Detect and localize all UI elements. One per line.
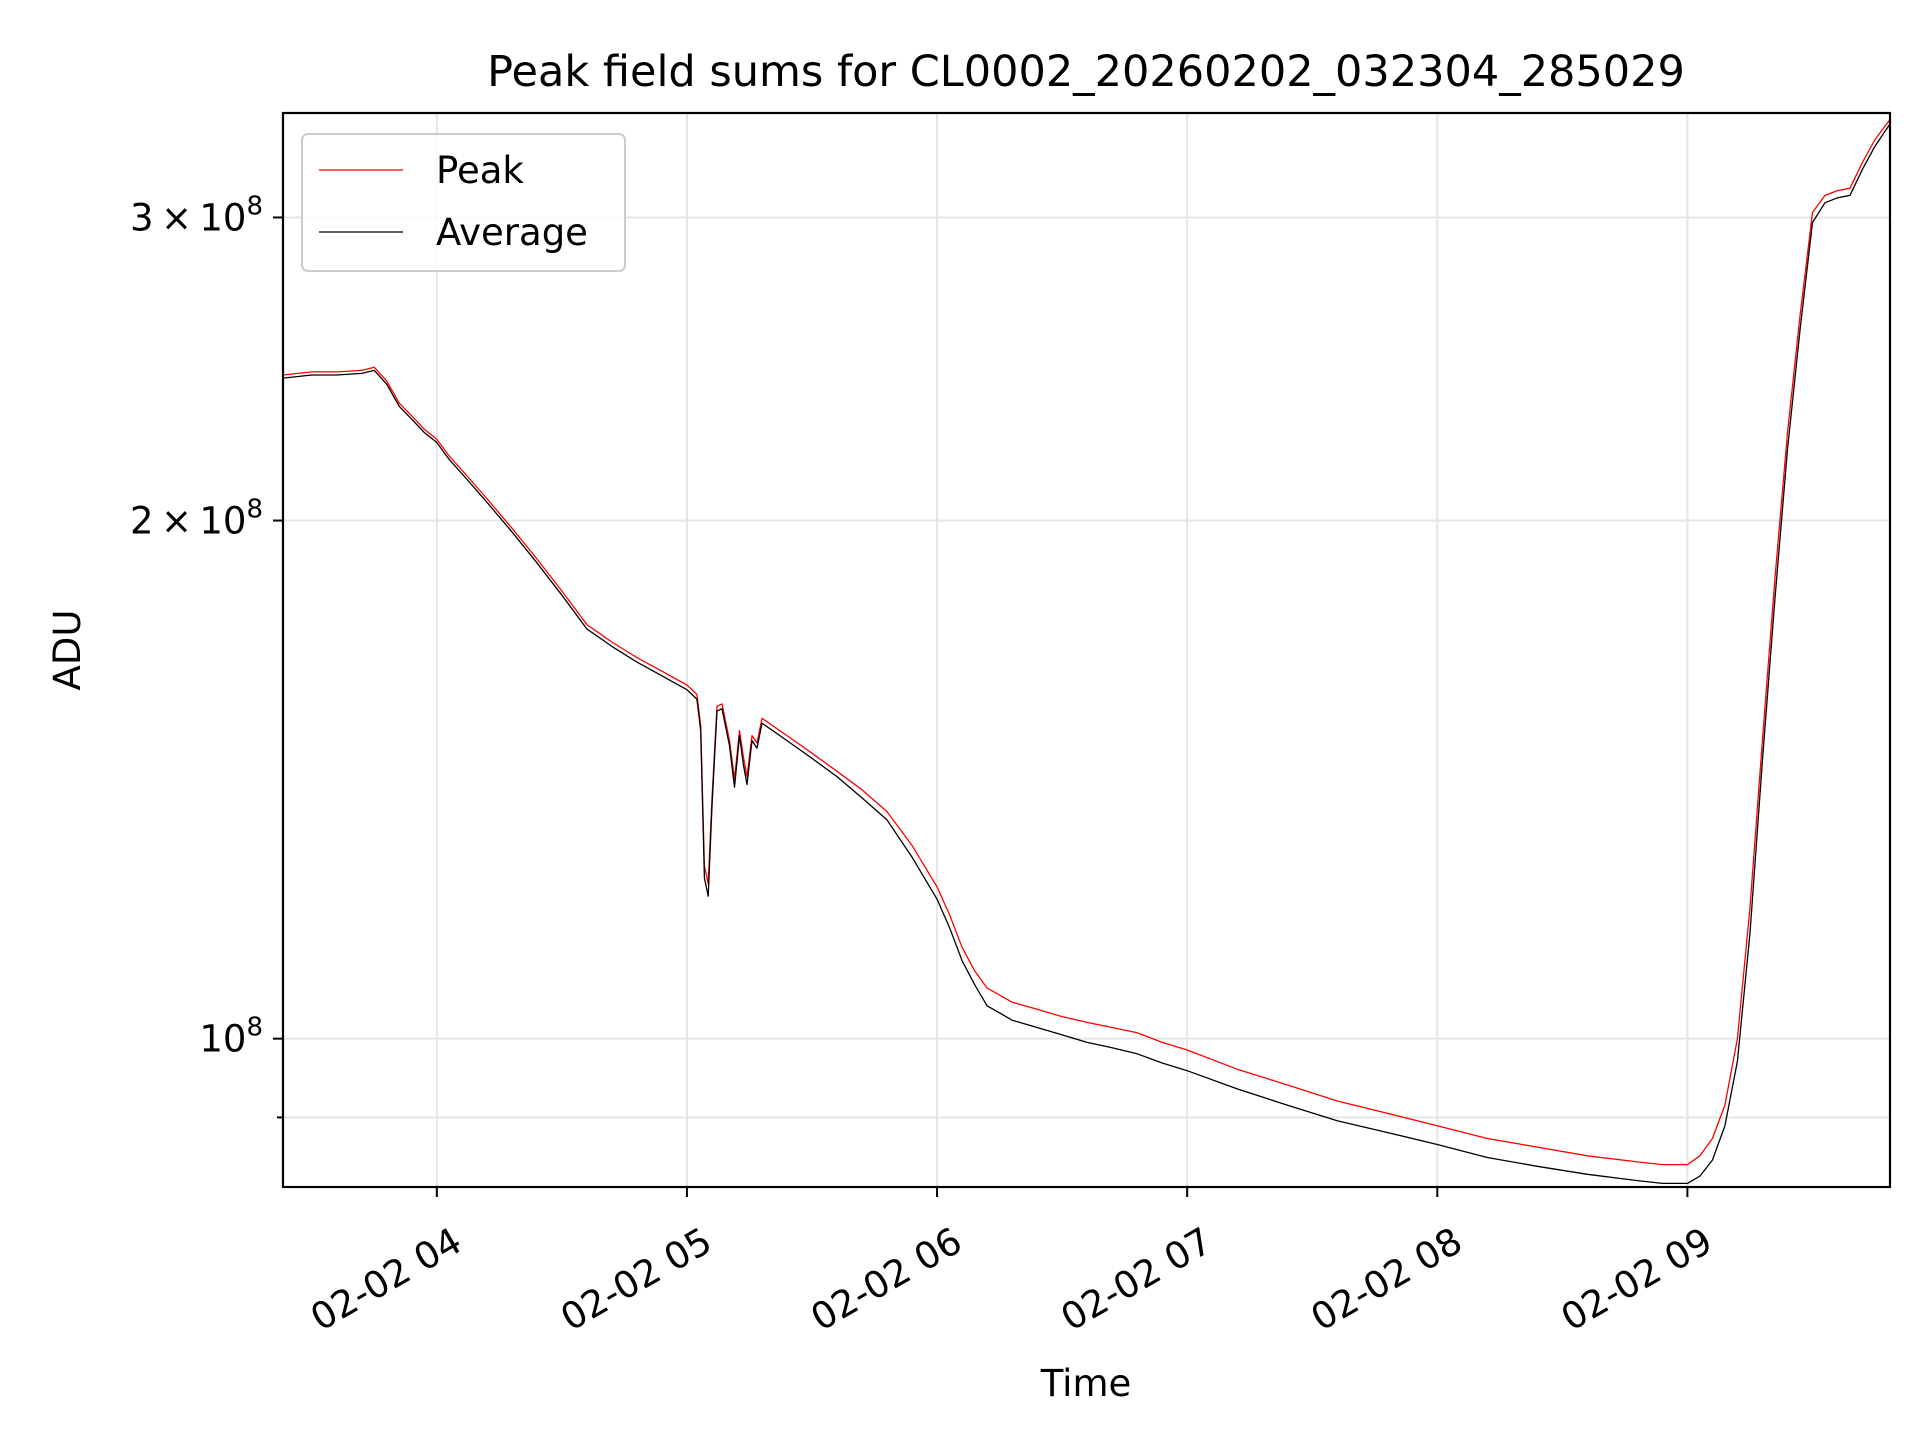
chart-title: Peak field sums for CL0002_20260202_0323… — [487, 47, 1685, 97]
legend: Peak Average — [301, 133, 626, 272]
plot-area — [283, 113, 1890, 1187]
y-tick-label: 108 — [199, 1013, 263, 1061]
axes-frame — [281, 111, 1892, 1189]
legend-label-average: Average — [436, 211, 588, 254]
y-tick-label: 2 × 108 — [130, 495, 263, 543]
legend-label-peak: Peak — [436, 149, 524, 192]
x-axis-label: Time — [1040, 1362, 1132, 1405]
series-layer — [283, 119, 1890, 1185]
y-axis: 108 2 × 108 3 × 108 — [130, 191, 283, 1119]
series-line-peak — [283, 119, 1890, 1166]
legend-box — [301, 133, 626, 272]
series-line-average — [283, 123, 1890, 1185]
y-axis-label: ADU — [46, 610, 89, 691]
y-tick-label: 3 × 108 — [130, 191, 263, 239]
